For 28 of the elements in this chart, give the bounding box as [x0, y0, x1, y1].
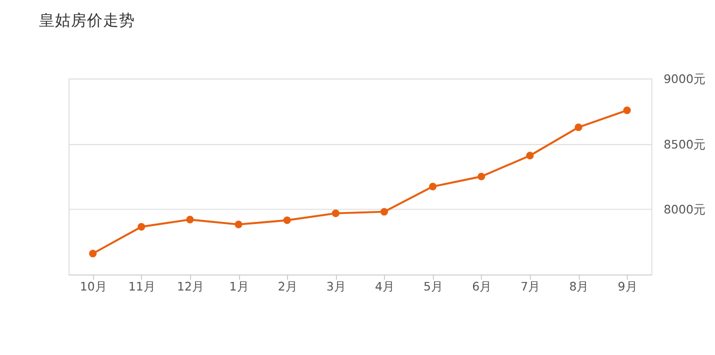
point — [574, 123, 582, 132]
point — [526, 152, 534, 160]
x-tick-label: 6月 — [472, 280, 492, 294]
point — [332, 210, 340, 218]
point — [89, 250, 97, 258]
x-tick-label: 10月 — [80, 280, 107, 294]
x-tick-label: 4月 — [374, 280, 394, 294]
x-tick-label: 11月 — [128, 280, 156, 294]
y-tick-label: 8500元 — [664, 137, 706, 152]
point — [380, 208, 388, 216]
point — [283, 216, 291, 224]
point — [478, 172, 486, 180]
chart-title: 皇姑房价走势 — [39, 10, 136, 30]
x-tick-label: 9月 — [618, 280, 638, 294]
x-tick-label: 7月 — [520, 280, 540, 294]
point — [186, 216, 194, 224]
point — [138, 222, 146, 231]
x-tick-label: 5月 — [424, 280, 444, 294]
y-tick-label: 8000元 — [664, 202, 706, 217]
x-tick-label: 1月 — [229, 280, 249, 294]
point — [623, 106, 631, 114]
x-tick-label: 8月 — [569, 280, 589, 294]
y-tick-label: 9000元 — [664, 72, 706, 86]
x-tick-label: 3月 — [326, 280, 346, 294]
point — [429, 182, 437, 190]
point — [234, 220, 242, 228]
x-tick-label: 12月 — [176, 280, 204, 294]
x-tick-label: 2月 — [278, 280, 298, 294]
